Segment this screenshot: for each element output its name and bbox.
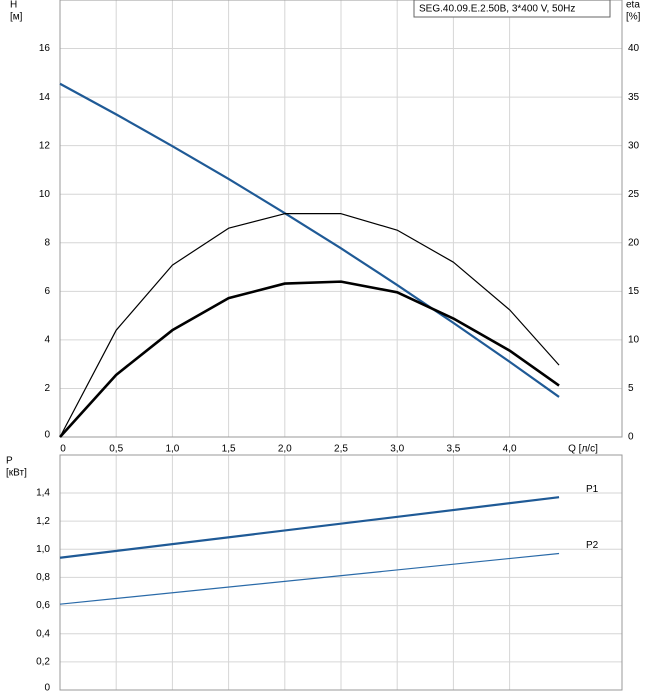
plot-border: [59, 454, 623, 691]
y-tick-label: 10: [39, 189, 51, 200]
y-tick-label: 12: [39, 140, 51, 151]
y-tick-label: 0,8: [36, 572, 50, 583]
y2-tick-label: 30: [628, 140, 640, 151]
x-axis-label: Q [л/с]: [568, 444, 598, 455]
series-line: [59, 213, 560, 438]
y2-tick-label: 40: [628, 43, 640, 54]
title-box: [413, 0, 611, 18]
y2-tick-label: 5: [628, 383, 634, 394]
y-tick-label: 14: [39, 92, 51, 103]
y-tick-label: 0: [44, 430, 50, 441]
y2-tick-label: 15: [628, 286, 640, 297]
x-tick-label: 0: [60, 444, 66, 455]
y2-tick-label: 10: [628, 335, 640, 346]
y-tick-label: 4: [44, 335, 50, 346]
series-label: P1: [586, 484, 599, 495]
x-tick-label: 1,0: [165, 444, 179, 455]
y-tick-label: 8: [44, 237, 50, 248]
x-tick-label: 3,0: [390, 444, 404, 455]
series-line: [59, 280, 560, 438]
y2-axis-label: eta: [626, 0, 640, 11]
y-tick-label: 1,4: [36, 488, 50, 499]
y-tick-label: 0,6: [36, 600, 50, 611]
x-tick-label: 2,0: [278, 444, 292, 455]
series-line: [59, 552, 560, 605]
y2-tick-label: 0: [628, 432, 634, 443]
y-axis-label: [кВт]: [6, 468, 27, 479]
y-axis-label: P: [6, 456, 13, 467]
x-tick-label: 0,5: [109, 444, 123, 455]
x-tick-label: 3,5: [446, 444, 460, 455]
series-line: [59, 82, 560, 398]
y-tick-label: 0: [44, 683, 50, 694]
y2-tick-label: 25: [628, 189, 640, 200]
x-tick-label: 4,0: [503, 444, 517, 455]
series-line: [59, 496, 560, 559]
chart-title: SEG.40.09.E.2.50B, 3*400 V, 50Hz: [419, 4, 575, 15]
y2-axis-label: [%]: [626, 12, 641, 23]
y2-tick-label: 20: [628, 237, 640, 248]
y-tick-label: 16: [39, 43, 51, 54]
x-tick-label: 1,5: [222, 444, 236, 455]
y-tick-label: 6: [44, 286, 50, 297]
y-axis-label: H: [10, 0, 17, 11]
plot-border: [59, 0, 623, 438]
y-tick-label: 0,2: [36, 656, 50, 667]
y2-tick-label: 35: [628, 92, 640, 103]
x-tick-label: 2,5: [334, 444, 348, 455]
y-axis-label: [м]: [10, 12, 23, 23]
y-tick-label: 2: [44, 383, 50, 394]
y-tick-label: 1,2: [36, 516, 50, 527]
y-tick-label: 0,4: [36, 628, 50, 639]
y-tick-label: 1,0: [36, 544, 50, 555]
series-label: P2: [586, 540, 599, 551]
